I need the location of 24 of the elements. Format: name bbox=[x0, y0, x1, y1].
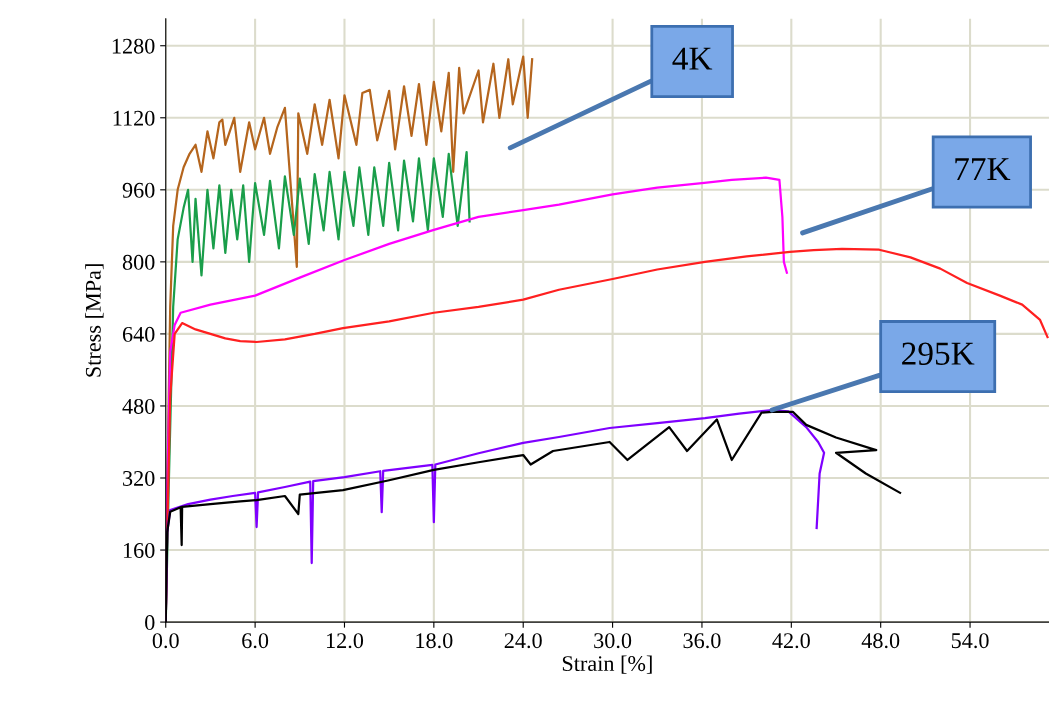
x-tick-label: 18.0 bbox=[416, 633, 453, 649]
x-tick-label: 54.0 bbox=[951, 633, 989, 649]
y-tick-label: 800 bbox=[122, 254, 155, 270]
y-tick-label: 1280 bbox=[112, 38, 155, 54]
x-tick-label: 42.0 bbox=[772, 633, 810, 649]
y-tick-label: 320 bbox=[123, 470, 155, 486]
x-tick-label: 6.0 bbox=[242, 633, 269, 649]
x-tick-label: 30.0 bbox=[594, 633, 632, 649]
x-tick-label: 24.0 bbox=[504, 633, 542, 649]
x-tick-label: 12.0 bbox=[326, 633, 364, 649]
y-tick-label: 960 bbox=[122, 182, 155, 198]
y-tick-label: 0 bbox=[145, 615, 155, 631]
annotation: 295K bbox=[902, 342, 975, 365]
y-tick-label: 480 bbox=[122, 398, 155, 414]
x-tick-label: 0.0 bbox=[152, 633, 179, 649]
x-axis-title: Strain [%] bbox=[562, 655, 652, 674]
y-tick-label: 1120 bbox=[113, 110, 155, 126]
y-tick-label: 640 bbox=[122, 326, 155, 342]
y-tick-label: 160 bbox=[123, 542, 155, 558]
annotation: 77K bbox=[955, 158, 1011, 180]
y-axis-title: Stress [MPa] bbox=[85, 264, 104, 377]
x-tick-label: 48.0 bbox=[861, 633, 900, 649]
annotation: 4K bbox=[672, 47, 713, 70]
x-tick-label: 36.0 bbox=[683, 633, 721, 649]
